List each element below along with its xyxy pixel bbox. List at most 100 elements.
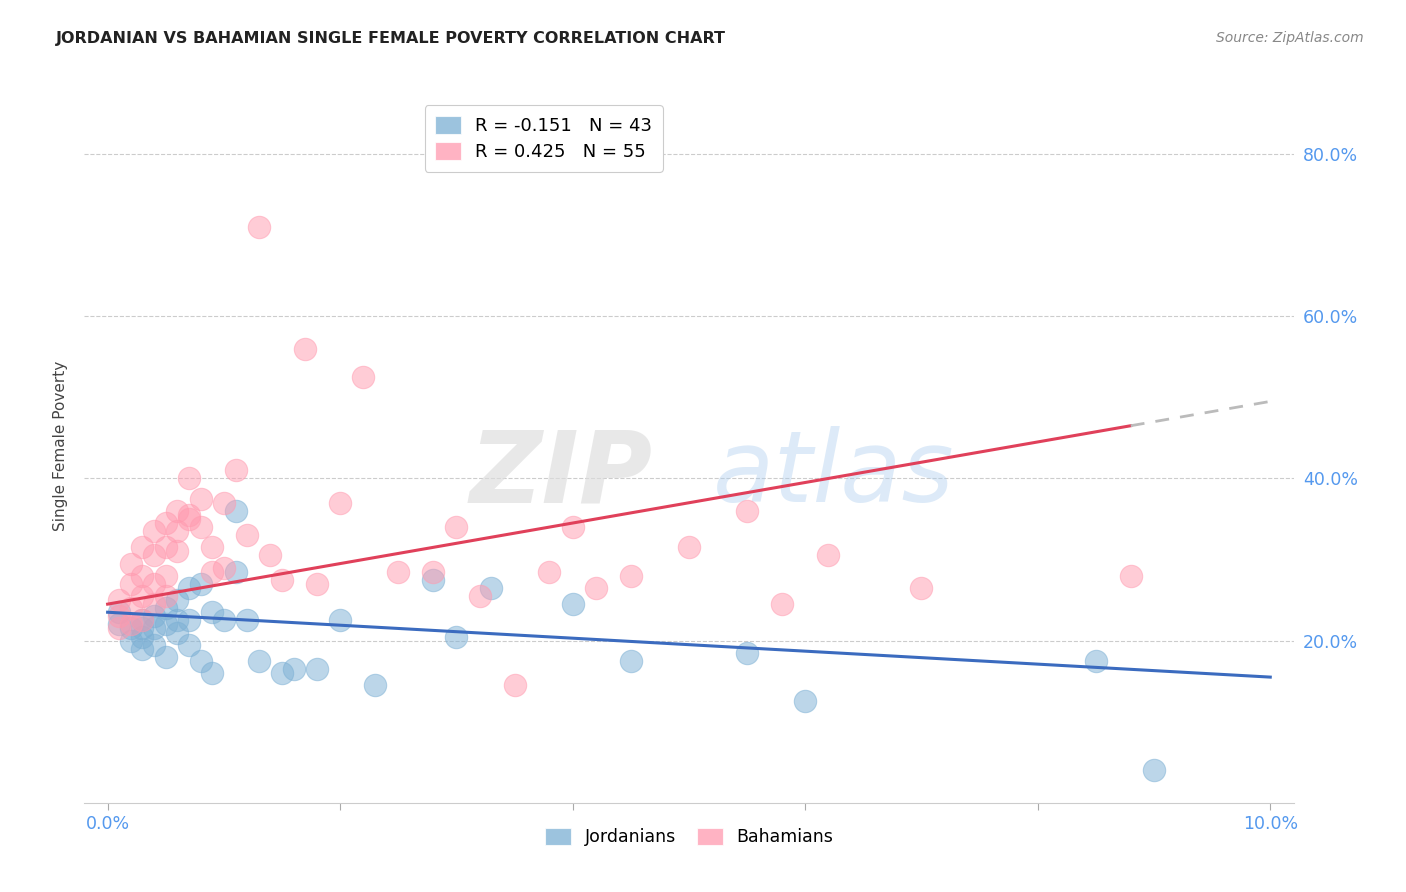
Point (108, 617, 131, 632)
Point (1143, 764, 1166, 778)
Point (446, 630, 468, 644)
Point (108, 605, 131, 619)
Point (201, 666, 224, 681)
Point (177, 613, 200, 627)
Point (735, 646, 758, 660)
Point (271, 666, 294, 681)
Text: ZIP: ZIP (470, 426, 652, 523)
Text: JORDANIAN VS BAHAMIAN SINGLE FEMALE POVERTY CORRELATION CHART: JORDANIAN VS BAHAMIAN SINGLE FEMALE POVE… (56, 31, 727, 46)
Point (177, 638, 200, 652)
Point (177, 471, 200, 485)
Point (108, 609, 131, 624)
Point (225, 504, 247, 518)
Text: Source: ZipAtlas.com: Source: ZipAtlas.com (1216, 31, 1364, 45)
Point (225, 463, 247, 477)
Point (271, 573, 294, 587)
Point (259, 549, 281, 563)
Point (212, 613, 235, 627)
Point (131, 568, 153, 582)
Point (177, 512, 200, 526)
Point (585, 581, 607, 595)
Point (131, 613, 153, 627)
Point (247, 654, 270, 668)
Point (910, 581, 932, 595)
Point (1084, 654, 1107, 668)
Point (131, 541, 153, 555)
Point (131, 589, 153, 603)
Y-axis label: Single Female Poverty: Single Female Poverty (53, 361, 69, 531)
Point (143, 577, 166, 591)
Point (294, 342, 316, 356)
Point (155, 568, 177, 582)
Point (212, 496, 235, 510)
Point (561, 520, 583, 534)
Point (446, 520, 468, 534)
Point (190, 520, 212, 534)
Point (131, 613, 153, 627)
Point (143, 622, 166, 636)
Point (120, 617, 142, 632)
Point (131, 630, 153, 644)
Point (538, 565, 561, 579)
Point (155, 617, 177, 632)
Point (236, 528, 259, 542)
Point (225, 565, 247, 579)
Point (143, 549, 166, 563)
Point (166, 625, 188, 640)
Point (120, 601, 142, 615)
Point (503, 678, 526, 692)
Point (155, 541, 177, 555)
Point (108, 593, 131, 607)
Point (131, 622, 153, 636)
Point (177, 581, 200, 595)
Point (735, 504, 758, 518)
Point (190, 654, 212, 668)
Point (620, 568, 643, 582)
Point (166, 504, 188, 518)
Point (201, 605, 224, 619)
Point (817, 549, 839, 563)
Point (155, 516, 177, 530)
Point (120, 633, 142, 648)
Point (155, 601, 177, 615)
Point (190, 577, 212, 591)
Point (364, 678, 387, 692)
Point (190, 491, 212, 506)
Point (166, 613, 188, 627)
Point (678, 541, 700, 555)
Point (166, 544, 188, 558)
Point (120, 577, 142, 591)
Point (201, 541, 224, 555)
Point (131, 641, 153, 656)
Point (143, 597, 166, 611)
Point (329, 613, 352, 627)
Point (236, 613, 259, 627)
Point (143, 524, 166, 538)
Point (305, 577, 328, 591)
Point (1119, 568, 1142, 582)
Point (352, 370, 374, 384)
Point (166, 593, 188, 607)
Point (468, 589, 491, 603)
Point (329, 496, 352, 510)
Point (120, 557, 142, 571)
Point (155, 649, 177, 664)
Point (794, 694, 817, 708)
Point (108, 622, 131, 636)
Point (166, 524, 188, 538)
Point (479, 581, 502, 595)
Point (143, 638, 166, 652)
Legend: Jordanians, Bahamians: Jordanians, Bahamians (536, 819, 842, 855)
Point (212, 560, 235, 574)
Point (770, 597, 793, 611)
Point (305, 662, 328, 676)
Point (155, 589, 177, 603)
Point (561, 597, 583, 611)
Point (201, 565, 224, 579)
Point (422, 565, 444, 579)
Point (283, 662, 305, 676)
Point (422, 573, 444, 587)
Point (387, 565, 409, 579)
Point (247, 220, 270, 235)
Point (620, 654, 643, 668)
